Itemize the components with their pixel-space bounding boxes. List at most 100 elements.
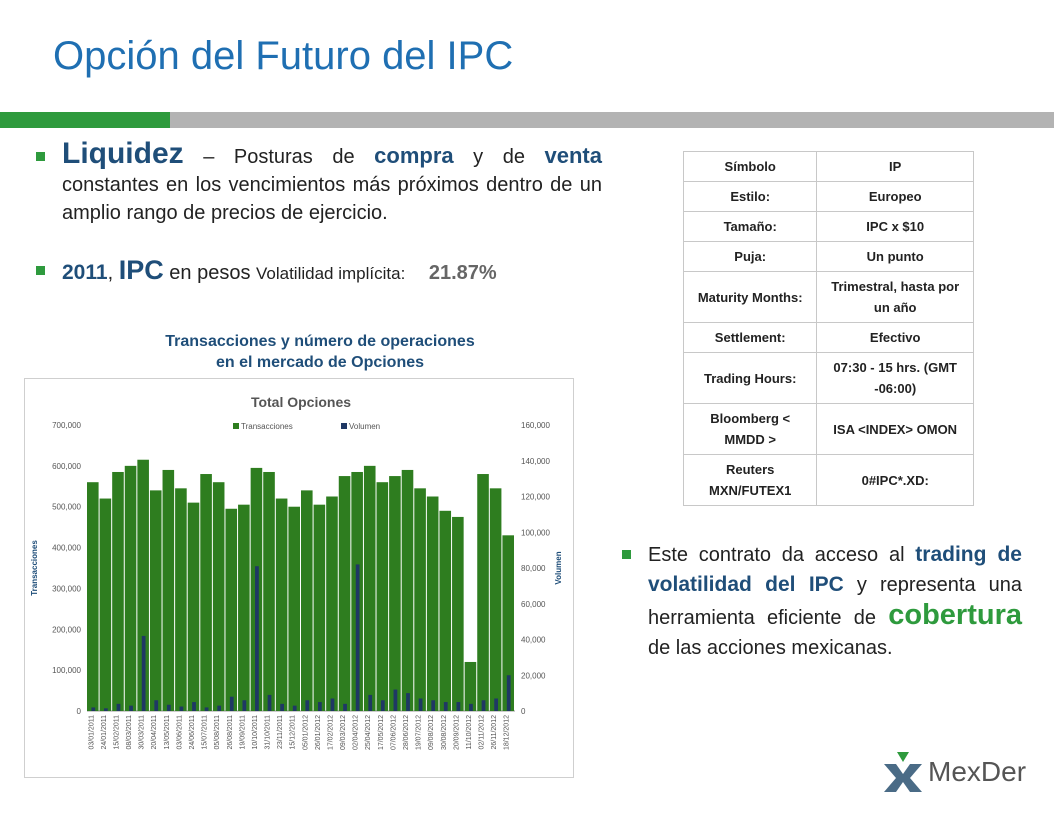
spec-label: Reuters MXN/FUTEX1 xyxy=(682,454,818,506)
spec-row: Símbolo IP xyxy=(682,151,974,182)
y-left-tick: 100,000 xyxy=(52,666,81,675)
volatilidad-label: Volatilidad implícita: xyxy=(256,264,406,283)
chart-title: Total Opciones xyxy=(251,394,351,410)
x-tick-label: 03/01/2011 xyxy=(88,715,95,750)
spec-row: Trading Hours: 07:30 - 15 hrs. (GMT -06:0… xyxy=(682,352,974,404)
spec-value: IPC x $10 xyxy=(816,211,974,242)
y-de-text: y de xyxy=(473,146,525,168)
compra-word: compra xyxy=(374,143,454,168)
volumen-bar xyxy=(91,707,96,711)
transacciones-bar xyxy=(301,490,313,711)
volumen-bar xyxy=(242,700,247,711)
x-tick-label: 02/11/2012 xyxy=(479,715,486,750)
transacciones-bar xyxy=(212,482,225,711)
x-tick-label: 26/01/2012 xyxy=(315,715,322,750)
transacciones-bar xyxy=(439,510,452,711)
bullet-2011-ipc: 2011, IPC en pesos Volatilidad implícita… xyxy=(36,256,602,288)
y-left-tick: 500,000 xyxy=(52,503,81,512)
x-tick-label: 26/11/2012 xyxy=(491,715,498,750)
transacciones-bar xyxy=(175,488,187,711)
transacciones-bar xyxy=(389,476,401,711)
posturas-text: – Posturas de xyxy=(203,146,355,168)
x-tick-label: 15/07/2011 xyxy=(202,715,209,750)
x-tick-label: 19/07/2012 xyxy=(416,715,423,750)
legend-label-volumen: Volumen xyxy=(349,422,380,431)
x-tick-label: 24/06/2011 xyxy=(189,715,196,750)
y-left-tick: 600,000 xyxy=(52,462,81,471)
transacciones-bar xyxy=(452,516,464,711)
transacciones-bar xyxy=(137,459,149,711)
y-right-tick: 120,000 xyxy=(521,493,550,502)
volumen-bar xyxy=(506,675,511,711)
chart-panel: Total Opciones Transacciones Volumen 0 100,0… xyxy=(24,378,574,778)
total-opciones-chart: Total Opciones Transacciones Volumen 0 100,0… xyxy=(30,394,563,750)
spec-row: Puja: Un punto xyxy=(682,241,974,272)
x-tick-label: 05/08/2011 xyxy=(214,715,221,750)
bullet-este-contrato: Este contrato da acceso al trading de vo… xyxy=(622,540,1022,663)
spec-label: Maturity Months: xyxy=(682,271,818,323)
volumen-bar xyxy=(141,635,146,711)
spec-label: Puja: xyxy=(682,241,818,272)
volumen-bar xyxy=(305,700,310,711)
transacciones-bar xyxy=(275,498,288,711)
spec-value: Europeo xyxy=(816,181,974,212)
spec-value: 07:30 - 15 hrs. (GMT -06:00) xyxy=(816,352,974,404)
transacciones-bar xyxy=(200,474,212,711)
spec-row: Reuters MXN/FUTEX1 0#IPC*.XD: xyxy=(682,454,974,506)
header-rule-gray xyxy=(170,112,1054,128)
y-left-axis-label: Transacciones xyxy=(30,540,39,596)
volumen-bar xyxy=(267,694,272,711)
transacciones-bar xyxy=(124,465,137,711)
volumen-bar xyxy=(368,694,373,711)
transacciones-bar xyxy=(225,508,238,711)
volumen-bar xyxy=(116,703,121,711)
spec-row: Maturity Months: Trimestral, hasta por un… xyxy=(682,271,974,323)
volumen-bar xyxy=(192,702,196,711)
y-left-tick: 0 xyxy=(77,707,82,716)
spec-value: Un punto xyxy=(816,241,974,272)
x-tick-label: 09/03/2012 xyxy=(340,715,347,750)
spec-label: Estilo: xyxy=(682,181,818,212)
y-right-tick: 100,000 xyxy=(521,528,550,537)
volumen-bar xyxy=(418,698,423,711)
volumen-bar xyxy=(406,693,410,711)
spec-table: Símbolo IP Estilo: Europeo Tamaño: IPC x $10 P… xyxy=(682,151,974,506)
spec-row: Tamaño: IPC x $10 xyxy=(682,211,974,242)
volumen-bar xyxy=(217,705,222,711)
header-rule-green xyxy=(0,112,170,128)
transacciones-bar xyxy=(112,471,124,711)
x-tick-label: 11/10/2012 xyxy=(466,715,473,750)
volatilidad-value: 21.87% xyxy=(428,262,497,284)
transacciones-bar xyxy=(376,482,389,711)
transacciones-bar xyxy=(187,502,200,711)
spec-value: IP xyxy=(816,151,974,182)
mexder-logo: MexDer xyxy=(880,748,1030,800)
x-tick-label: 23/11/2011 xyxy=(277,715,284,749)
x-tick-label: 24/01/2011 xyxy=(101,715,108,750)
en-pesos-text: en pesos xyxy=(169,262,251,284)
volumen-bar xyxy=(154,700,159,711)
volumen-bar xyxy=(330,698,335,711)
volumen-bar xyxy=(494,698,499,711)
volumen-bar xyxy=(380,700,385,711)
bullet-square-icon xyxy=(36,266,45,275)
volumen-bar xyxy=(443,702,448,711)
y-right-tick: 60,000 xyxy=(521,600,546,609)
transacciones-bar xyxy=(263,471,275,711)
x-tick-label: 10/10/2011 xyxy=(252,715,259,750)
spec-value: Efectivo xyxy=(816,322,974,353)
legend-swatch-volumen xyxy=(341,423,347,429)
transacciones-bar xyxy=(288,506,300,711)
volumen-bar xyxy=(103,708,108,711)
y-left-tick: 200,000 xyxy=(52,625,81,634)
bullet-este-text: Este contrato da acceso al trading de vo… xyxy=(648,540,1022,663)
x-tick-label: 07/06/2012 xyxy=(390,715,397,750)
spec-label: Tamaño: xyxy=(682,211,818,242)
transacciones-bar xyxy=(426,496,439,711)
transacciones-bar xyxy=(313,504,326,711)
bullet-2011-text: 2011, IPC en pesos Volatilidad implícita… xyxy=(62,256,602,288)
x-tick-label: 13/05/2011 xyxy=(164,715,171,750)
volumen-bar xyxy=(431,700,436,711)
x-tick-label: 03/06/2011 xyxy=(176,715,183,750)
comma: , xyxy=(107,262,114,284)
